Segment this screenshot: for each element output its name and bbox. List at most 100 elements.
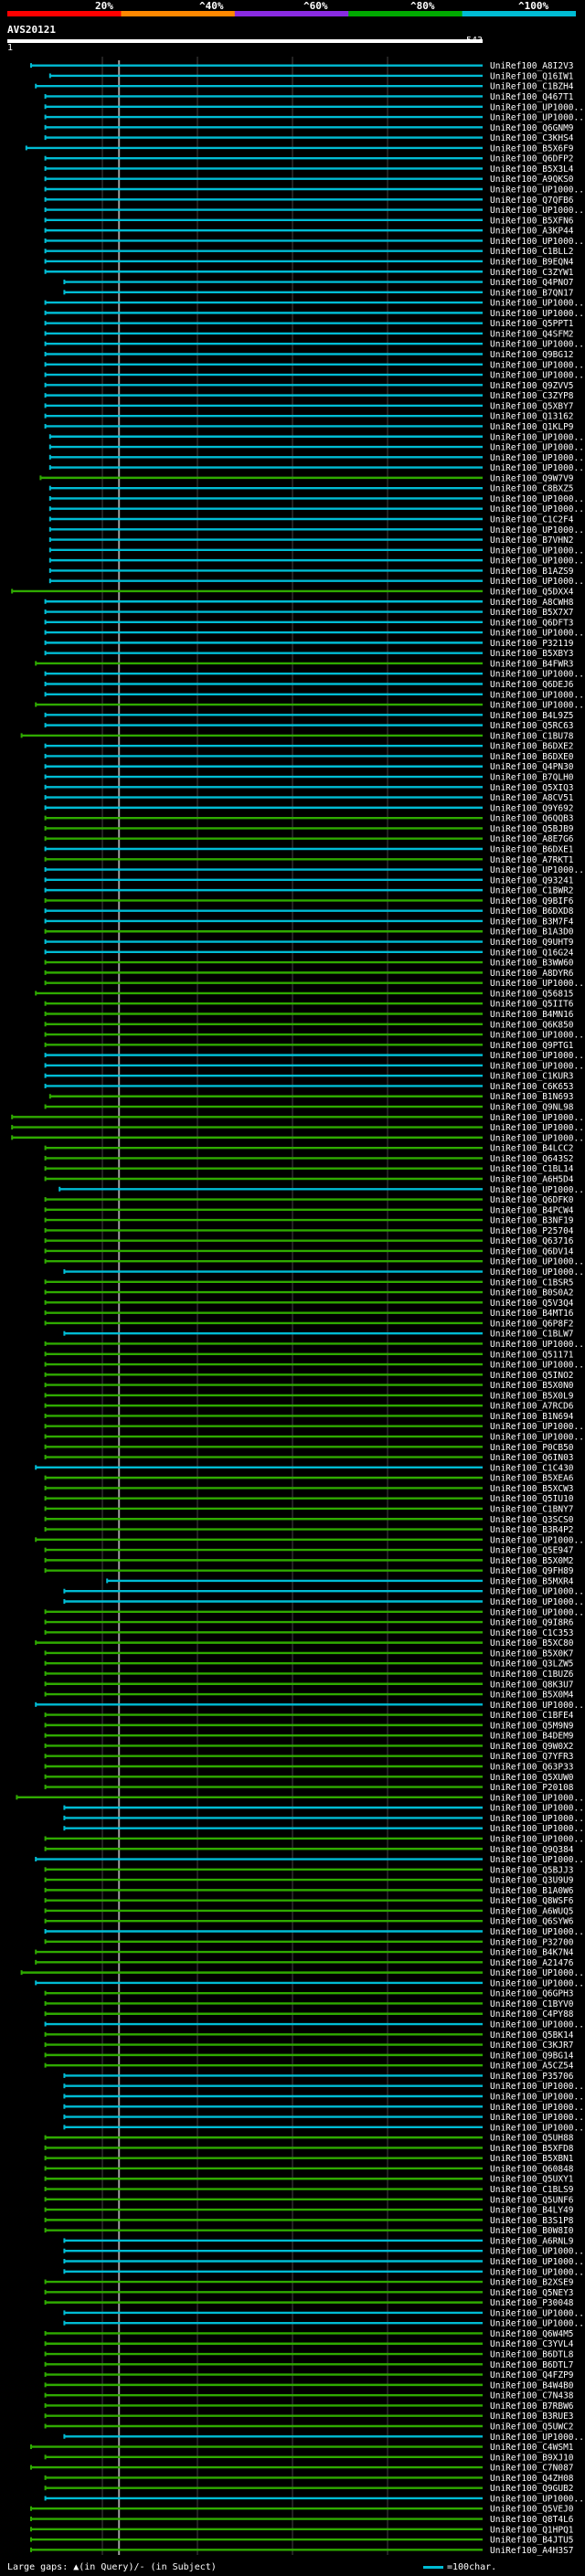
hit-label[interactable]: UniRef100_UP1000... <box>490 2092 585 2102</box>
hit-label[interactable]: UniRef100_C3ZYP8 <box>490 391 574 401</box>
hit-label[interactable]: UniRef100_C3KJR7 <box>490 2041 574 2051</box>
hit-label[interactable]: UniRef100_UP1000... <box>490 206 585 216</box>
hit-label[interactable]: UniRef100_UP1000... <box>490 432 585 442</box>
hit-label[interactable]: UniRef100_Q16IW1 <box>490 71 574 81</box>
hit-label[interactable]: UniRef100_Q5XIQ3 <box>490 783 574 793</box>
hit-label[interactable]: UniRef100_Q9BG12 <box>490 350 574 360</box>
hit-label[interactable]: UniRef100_A8I2V3 <box>490 61 574 71</box>
hit-label[interactable]: UniRef100_C1BZH4 <box>490 82 574 92</box>
hit-label[interactable]: UniRef100_Q6K850 <box>490 1020 574 1030</box>
hit-label[interactable]: UniRef100_Q9FH89 <box>490 1566 574 1576</box>
hit-label[interactable]: UniRef100_Q7YFR3 <box>490 1752 574 1762</box>
hit-label[interactable]: UniRef100_Q5BK14 <box>490 2030 574 2041</box>
hit-label[interactable]: UniRef100_B5MXR4 <box>490 1576 574 1586</box>
hit-label[interactable]: UniRef100_A21476 <box>490 1958 574 1968</box>
hit-label[interactable]: UniRef100_A8DYR6 <box>490 969 574 979</box>
hit-label[interactable]: UniRef100_C7N438 <box>490 2391 574 2401</box>
hit-label[interactable]: UniRef100_B4MT16 <box>490 1309 574 1319</box>
hit-label[interactable]: UniRef100_B4LY49 <box>490 2206 574 2216</box>
hit-label[interactable]: UniRef100_Q8T4L6 <box>490 2515 574 2525</box>
hit-label[interactable]: UniRef100_B5XEA6 <box>490 1474 574 1484</box>
hit-label[interactable]: UniRef100_A7RCD6 <box>490 1402 574 1412</box>
hit-label[interactable]: UniRef100_C1BL14 <box>490 1164 574 1174</box>
hit-label[interactable]: UniRef100_UP1000... <box>490 1257 585 1267</box>
hit-label[interactable]: UniRef100_C1C353 <box>490 1628 574 1638</box>
hit-label[interactable]: UniRef100_C7N087 <box>490 2464 574 2474</box>
hit-label[interactable]: UniRef100_B3R4P2 <box>490 1525 574 1535</box>
hit-label[interactable]: UniRef100_Q5NEY3 <box>490 2288 574 2298</box>
hit-label[interactable]: UniRef100_Q8WSF6 <box>490 1896 574 1906</box>
hit-label[interactable]: UniRef100_A8CV51 <box>490 793 574 803</box>
hit-label[interactable]: UniRef100_UP1000... <box>490 1701 585 1711</box>
hit-label[interactable]: UniRef100_UP1000... <box>490 186 585 196</box>
hit-label[interactable]: UniRef100_Q3LZW5 <box>490 1659 574 1670</box>
hit-label[interactable]: UniRef100_B5X0M4 <box>490 1691 574 1701</box>
hit-label[interactable]: UniRef100_B6DXD8 <box>490 906 574 917</box>
hit-label[interactable]: UniRef100_UP1000... <box>490 494 585 504</box>
hit-label[interactable]: UniRef100_UP1000... <box>490 463 585 473</box>
hit-label[interactable]: UniRef100_Q9ZVV5 <box>490 381 574 391</box>
hit-label[interactable]: UniRef100_Q9Q384 <box>490 1845 574 1855</box>
hit-label[interactable]: UniRef100_Q63P33 <box>490 1763 574 1773</box>
hit-label[interactable]: UniRef100_Q1KLP9 <box>490 422 574 432</box>
hit-label[interactable]: UniRef100_B5XBY3 <box>490 649 574 659</box>
hit-label[interactable]: UniRef100_B3WW60 <box>490 959 574 969</box>
hit-label[interactable]: UniRef100_UP1000... <box>490 1814 585 1824</box>
hit-label[interactable]: UniRef100_UP1000... <box>490 1834 585 1844</box>
hit-label[interactable]: UniRef100_UP1000... <box>490 2082 585 2092</box>
hit-label[interactable]: UniRef100_B4DEM9 <box>490 1732 574 1742</box>
hit-label[interactable]: UniRef100_C4PY88 <box>490 2009 574 2019</box>
hit-label[interactable]: UniRef100_Q6SYW6 <box>490 1917 574 1927</box>
hit-label[interactable]: UniRef100_Q9GUB2 <box>490 2484 574 2494</box>
hit-label[interactable]: UniRef100_B4JTU5 <box>490 2536 574 2546</box>
hit-label[interactable]: UniRef100_Q4PNO7 <box>490 278 574 288</box>
hit-label[interactable]: UniRef100_UP1000... <box>490 2319 585 2329</box>
hit-label[interactable]: UniRef100_A6RNL9 <box>490 2236 574 2246</box>
hit-label[interactable]: UniRef100_B6DXE0 <box>490 752 574 762</box>
hit-label[interactable]: UniRef100_B6DTL7 <box>490 2360 574 2370</box>
hit-label[interactable]: UniRef100_Q3SCS0 <box>490 1515 574 1525</box>
hit-label[interactable]: UniRef100_Q9W7V9 <box>490 473 574 483</box>
hit-label[interactable]: UniRef100_C1BUZ6 <box>490 1670 574 1680</box>
hit-label[interactable]: UniRef100_B3NF19 <box>490 1216 574 1226</box>
hit-label[interactable]: UniRef100_A6WUQ5 <box>490 1906 574 1916</box>
hit-label[interactable]: UniRef100_Q63716 <box>490 1236 574 1246</box>
hit-label[interactable]: UniRef100_UP1000... <box>490 1113 585 1123</box>
hit-label[interactable]: UniRef100_C8BXZ5 <box>490 484 574 494</box>
hit-label[interactable]: UniRef100_UP1000... <box>490 670 585 680</box>
hit-label[interactable]: UniRef100_B0W8I0 <box>490 2226 574 2236</box>
hit-label[interactable]: UniRef100_C1BFE4 <box>490 1711 574 1721</box>
hit-label[interactable]: UniRef100_UP1000... <box>490 1340 585 1350</box>
hit-label[interactable]: UniRef100_UP1000... <box>490 360 585 370</box>
hit-label[interactable]: UniRef100_UP1000... <box>490 557 585 567</box>
hit-label[interactable]: UniRef100_Q5V3Q4 <box>490 1299 574 1309</box>
hit-label[interactable]: UniRef100_C1BSR5 <box>490 1277 574 1288</box>
hit-label[interactable]: UniRef100_B4PCW4 <box>490 1205 574 1215</box>
hit-label[interactable]: UniRef100_UP1000... <box>490 2308 585 2318</box>
hit-label[interactable]: UniRef100_B4FWR3 <box>490 659 574 669</box>
hit-label[interactable]: UniRef100_Q56815 <box>490 989 574 999</box>
hit-label[interactable]: UniRef100_Q16G24 <box>490 948 574 958</box>
hit-label[interactable]: UniRef100_UP1000... <box>490 2257 585 2267</box>
hit-label[interactable]: UniRef100_B7RBW6 <box>490 2401 574 2412</box>
hit-label[interactable]: UniRef100_UP1000... <box>490 2247 585 2257</box>
hit-label[interactable]: UniRef100_Q6DFP2 <box>490 154 574 164</box>
hit-label[interactable]: UniRef100_C1KUR3 <box>490 1072 574 1082</box>
hit-label[interactable]: UniRef100_UP1000... <box>490 504 585 514</box>
hit-label[interactable]: UniRef100_Q5E947 <box>490 1546 574 1556</box>
hit-label[interactable]: UniRef100_UP1000... <box>490 340 585 350</box>
hit-label[interactable]: UniRef100_Q93241 <box>490 875 574 885</box>
hit-label[interactable]: UniRef100_Q4FZP9 <box>490 2370 574 2380</box>
hit-label[interactable]: UniRef100_UP1000... <box>490 299 585 309</box>
hit-label[interactable]: UniRef100_UP1000... <box>490 1267 585 1277</box>
hit-label[interactable]: UniRef100_A6H5D4 <box>490 1174 574 1184</box>
hit-label[interactable]: UniRef100_B5X6F9 <box>490 143 574 154</box>
hit-label[interactable]: UniRef100_Q4SFM2 <box>490 329 574 339</box>
hit-label[interactable]: UniRef100_Q643S2 <box>490 1154 574 1164</box>
hit-label[interactable]: UniRef100_Q4ZH08 <box>490 2474 574 2484</box>
hit-label[interactable]: UniRef100_Q9PTG1 <box>490 1041 574 1051</box>
hit-label[interactable]: UniRef100_UP1000... <box>490 2267 585 2277</box>
hit-label[interactable]: UniRef100_Q9NL98 <box>490 1103 574 1113</box>
hit-label[interactable]: UniRef100_A3KP44 <box>490 227 574 237</box>
hit-label[interactable]: UniRef100_Q3U9U9 <box>490 1876 574 1886</box>
